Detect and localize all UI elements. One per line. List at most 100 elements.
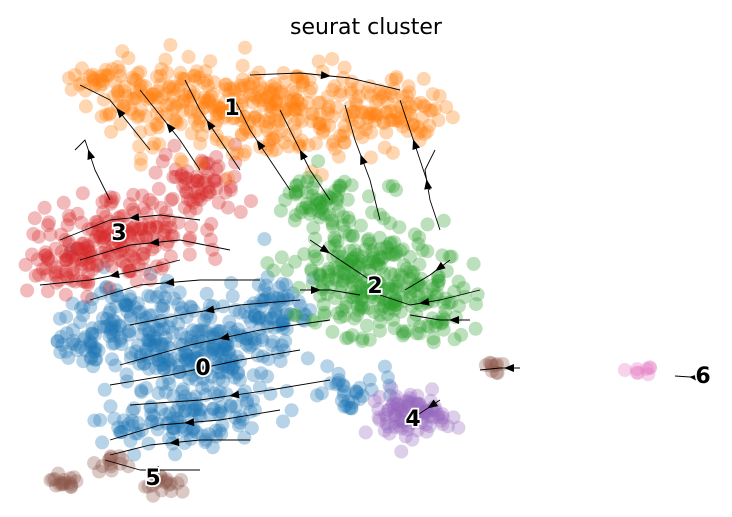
cell-point-cluster-1 bbox=[269, 94, 284, 109]
cell-point-cluster-0 bbox=[210, 323, 225, 338]
cell-point-cluster-1 bbox=[123, 102, 138, 117]
streamline-arrowhead bbox=[424, 179, 433, 190]
cell-point-cluster-0 bbox=[306, 271, 321, 286]
cell-point-cluster-1 bbox=[439, 100, 454, 115]
cell-point-cluster-4 bbox=[398, 429, 413, 444]
cell-point-cluster-0 bbox=[147, 334, 162, 349]
cell-point-cluster-2 bbox=[361, 301, 376, 315]
cell-point-cluster-2 bbox=[292, 174, 307, 189]
cell-point-cluster-0 bbox=[233, 328, 248, 343]
cell-point-cluster-2 bbox=[415, 243, 430, 258]
cell-point-cluster-0 bbox=[86, 359, 101, 374]
cell-point-cluster-1 bbox=[301, 138, 316, 153]
cell-point-cluster-5 bbox=[48, 472, 62, 487]
cell-point-cluster-1 bbox=[197, 93, 212, 108]
cell-point-cluster-2 bbox=[353, 279, 368, 294]
cell-point-cluster-0 bbox=[76, 354, 91, 369]
cell-point-cluster-2 bbox=[331, 204, 346, 218]
cell-point-cluster-1 bbox=[218, 82, 233, 97]
cell-point-cluster-1 bbox=[252, 77, 267, 92]
cell-point-cluster-1 bbox=[95, 77, 110, 91]
streamline-arrowhead bbox=[87, 149, 96, 161]
cell-point-cluster-0 bbox=[111, 420, 126, 435]
cell-point-cluster-4 bbox=[372, 390, 387, 404]
cell-point-cluster-1 bbox=[383, 113, 398, 128]
cell-point-cluster-0 bbox=[214, 346, 229, 360]
cell-point-cluster-1 bbox=[249, 109, 264, 124]
cell-point-cluster-3 bbox=[157, 213, 172, 228]
cell-point-cluster-1 bbox=[125, 70, 140, 85]
cell-point-cluster-0 bbox=[178, 345, 193, 360]
cell-point-cluster-4 bbox=[381, 419, 396, 434]
cell-point-cluster-3 bbox=[204, 216, 219, 231]
cell-point-cluster-0 bbox=[141, 436, 156, 451]
cell-point-cluster-5 bbox=[482, 355, 497, 370]
cell-point-cluster-1 bbox=[159, 107, 174, 122]
cell-point-cluster-3 bbox=[101, 246, 116, 260]
cell-point-cluster-1 bbox=[287, 116, 302, 131]
cell-point-cluster-0 bbox=[161, 415, 176, 430]
cell-point-cluster-0 bbox=[103, 399, 118, 414]
cell-point-cluster-0 bbox=[211, 365, 226, 380]
cell-point-cluster-0 bbox=[264, 311, 279, 326]
cell-point-cluster-5 bbox=[67, 470, 82, 485]
cell-point-cluster-3 bbox=[126, 251, 141, 266]
cell-point-cluster-1 bbox=[143, 90, 158, 105]
cell-point-cluster-4 bbox=[388, 420, 403, 434]
cell-point-cluster-0 bbox=[105, 352, 119, 367]
cell-point-cluster-0 bbox=[151, 353, 166, 368]
cell-point-cluster-3 bbox=[90, 215, 105, 229]
cell-point-cluster-0 bbox=[248, 336, 262, 350]
cell-point-cluster-4 bbox=[422, 409, 437, 424]
cell-point-cluster-2 bbox=[436, 213, 451, 228]
cell-point-cluster-1 bbox=[143, 122, 158, 137]
cell-point-cluster-0 bbox=[184, 329, 199, 344]
cell-point-cluster-1 bbox=[248, 124, 263, 138]
cell-point-cluster-2 bbox=[372, 230, 387, 245]
cell-point-cluster-4 bbox=[384, 381, 399, 396]
cell-point-cluster-1 bbox=[178, 88, 193, 103]
cell-point-cluster-0 bbox=[117, 420, 132, 435]
cell-point-cluster-2 bbox=[333, 310, 348, 325]
cluster-label-1: 1 bbox=[224, 96, 239, 121]
cell-point-cluster-1 bbox=[182, 89, 197, 104]
cell-point-cluster-0 bbox=[156, 357, 171, 372]
cell-point-cluster-3 bbox=[122, 225, 137, 240]
cell-point-cluster-0 bbox=[137, 321, 152, 336]
cell-point-cluster-3 bbox=[157, 224, 172, 239]
cell-point-cluster-2 bbox=[340, 192, 355, 207]
cell-point-cluster-5 bbox=[478, 358, 493, 373]
cell-point-cluster-1 bbox=[389, 70, 404, 84]
cell-point-cluster-1 bbox=[333, 88, 348, 102]
streamline-arrowhead bbox=[116, 107, 126, 119]
cell-point-cluster-3 bbox=[77, 241, 92, 256]
cell-point-cluster-0 bbox=[213, 404, 228, 419]
cell-point-cluster-0 bbox=[335, 378, 350, 392]
cell-point-cluster-3 bbox=[128, 252, 143, 267]
cell-point-cluster-1 bbox=[277, 105, 292, 120]
cell-point-cluster-0 bbox=[314, 386, 329, 401]
cell-point-cluster-3 bbox=[184, 219, 199, 234]
cell-point-cluster-4 bbox=[402, 391, 417, 406]
cell-point-cluster-0 bbox=[177, 436, 192, 450]
cell-point-cluster-0 bbox=[219, 387, 234, 402]
cell-point-cluster-2 bbox=[287, 213, 302, 228]
cell-point-cluster-0 bbox=[232, 305, 247, 320]
cell-point-cluster-3 bbox=[194, 153, 209, 168]
cell-point-cluster-2 bbox=[346, 250, 361, 265]
cell-point-cluster-2 bbox=[362, 263, 377, 278]
cell-point-cluster-2 bbox=[299, 200, 313, 215]
cell-point-cluster-0 bbox=[191, 324, 206, 339]
cell-point-cluster-2 bbox=[310, 252, 325, 267]
cell-point-cluster-2 bbox=[365, 244, 380, 259]
cell-point-cluster-0 bbox=[331, 375, 346, 390]
cell-point-cluster-1 bbox=[405, 117, 420, 132]
cell-point-cluster-4 bbox=[409, 397, 424, 412]
cell-point-cluster-0 bbox=[91, 343, 106, 358]
cell-point-cluster-1 bbox=[422, 103, 437, 118]
cell-point-cluster-3 bbox=[189, 173, 204, 188]
cell-point-cluster-1 bbox=[359, 105, 374, 120]
cell-point-cluster-3 bbox=[190, 182, 205, 196]
cell-point-cluster-0 bbox=[352, 392, 367, 406]
cell-point-cluster-0 bbox=[190, 350, 204, 365]
